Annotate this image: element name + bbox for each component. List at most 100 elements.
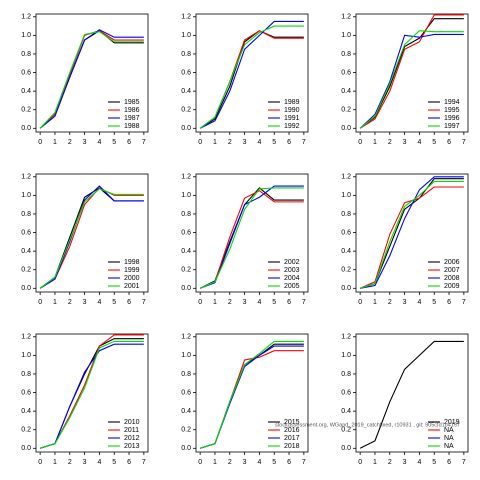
y-tick-label: 1.2 (181, 334, 191, 341)
plot-frame (35, 173, 149, 293)
x-tick-label: 6 (287, 299, 291, 306)
legend-label: NA (444, 427, 454, 434)
x-tick-label: 3 (403, 299, 407, 306)
plot-frame (195, 173, 309, 293)
legend-label: 1987 (124, 115, 140, 122)
x-tick-label: 2 (68, 459, 72, 466)
y-tick-label: 0.2 (181, 427, 191, 434)
x-tick-label: 2 (68, 139, 72, 146)
legend-label: 2018 (284, 443, 300, 450)
x-tick-label: 0 (358, 459, 362, 466)
footnote: stockassessment.org, WGand_2019_catchfix… (275, 422, 460, 428)
y-tick-label: 0.6 (341, 69, 351, 76)
legend-label: 2006 (444, 259, 460, 266)
y-tick-label: 0.8 (341, 211, 351, 218)
legend-label: 2003 (284, 267, 300, 274)
y-tick-label: 0.2 (21, 267, 31, 274)
y-tick-label: 0.2 (181, 107, 191, 114)
series-line (359, 180, 464, 289)
y-tick-label: 0.8 (181, 211, 191, 218)
x-tick-label: 3 (403, 139, 407, 146)
panel: 0.00.20.40.60.81.01.20 1 2 3 4 5 6 719981999200… (21, 173, 149, 306)
legend-label: 1994 (444, 99, 460, 106)
x-tick-label: 7 (462, 459, 466, 466)
legend-label: 2009 (444, 283, 460, 290)
plot-frame (195, 333, 309, 453)
y-tick-label: 0.0 (341, 445, 351, 452)
series-line (199, 20, 304, 129)
x-tick-label: 6 (287, 459, 291, 466)
x-tick-label: 4 (257, 299, 261, 306)
x-tick-label: 2 (228, 139, 232, 146)
x-tick-label: 7 (142, 139, 146, 146)
y-tick-label: 0.0 (181, 445, 191, 452)
y-tick-label: 0.8 (341, 371, 351, 378)
legend-label: 2011 (124, 427, 139, 434)
legend-label: 2015 (284, 419, 300, 426)
panel: 0.00.20.40.60.81.01.20 1 2 3 4 5 6 720022003200… (181, 173, 309, 306)
x-tick-label: 4 (97, 299, 101, 306)
x-tick-label: 4 (417, 139, 421, 146)
y-tick-label: 0.0 (341, 285, 351, 292)
x-tick-label: 2 (388, 459, 392, 466)
series-line (39, 185, 144, 289)
x-tick-label: 2 (388, 299, 392, 306)
y-tick-label: 1.2 (21, 334, 31, 341)
y-tick-label: 0.4 (181, 408, 191, 415)
y-tick-label: 0.8 (341, 51, 351, 58)
legend-label: 1998 (124, 259, 140, 266)
panel: 0.00.20.40.60.81.01.20 1 2 3 4 5 6 719891990199… (181, 13, 309, 146)
y-tick-label: 0.6 (21, 389, 31, 396)
y-tick-label: 1.0 (21, 32, 31, 39)
x-tick-label: 6 (127, 139, 131, 146)
y-tick-label: 0.8 (21, 51, 31, 58)
series-line (39, 31, 144, 129)
x-tick-label: 6 (287, 139, 291, 146)
y-tick-label: 0.4 (181, 88, 191, 95)
panel: 0.00.20.40.60.81.01.20 1 2 3 4 5 6 720062007200… (341, 173, 469, 306)
y-tick-label: 0.4 (21, 408, 31, 415)
y-tick-label: 0.6 (341, 229, 351, 236)
plot-frame (195, 13, 309, 133)
y-tick-label: 1.0 (181, 352, 191, 359)
y-tick-label: 0.4 (341, 408, 351, 415)
y-tick-label: 0.2 (21, 107, 31, 114)
series-line (199, 187, 304, 289)
legend-label: 2016 (284, 427, 300, 434)
y-tick-label: 1.0 (341, 32, 351, 39)
x-tick-label: 7 (142, 299, 146, 306)
x-tick-label: 0 (198, 139, 202, 146)
series-line (359, 33, 464, 129)
x-tick-label: 4 (257, 459, 261, 466)
series-line (199, 30, 304, 129)
series-line (199, 340, 304, 449)
legend-label: 1991 (284, 115, 300, 122)
x-tick-label: 7 (142, 459, 146, 466)
y-tick-label: 0.6 (181, 69, 191, 76)
x-tick-label: 0 (358, 139, 362, 146)
legend-label: 2002 (284, 259, 300, 266)
y-tick-label: 0.4 (341, 248, 351, 255)
panel: 0.00.20.40.60.81.01.20 1 2 3 4 5 6 720102011201… (21, 333, 149, 466)
x-tick-label: 7 (462, 139, 466, 146)
x-tick-label: 2 (388, 139, 392, 146)
legend-label: 1988 (124, 123, 140, 130)
y-tick-label: 1.2 (21, 14, 31, 21)
x-tick-label: 2 (228, 299, 232, 306)
y-tick-label: 1.0 (341, 352, 351, 359)
x-tick-label: 6 (447, 459, 451, 466)
y-tick-label: 1.0 (21, 192, 31, 199)
legend-label: 2017 (284, 435, 300, 442)
series-line (199, 190, 304, 289)
x-tick-label: 4 (97, 139, 101, 146)
legend-label: 2007 (444, 267, 460, 274)
y-tick-label: 0.4 (21, 88, 31, 95)
y-tick-label: 1.2 (181, 174, 191, 181)
x-tick-label: 4 (417, 299, 421, 306)
series-line (39, 188, 144, 289)
y-tick-label: 0.0 (181, 285, 191, 292)
x-tick-label: 7 (462, 299, 466, 306)
legend-label: 2010 (124, 419, 140, 426)
